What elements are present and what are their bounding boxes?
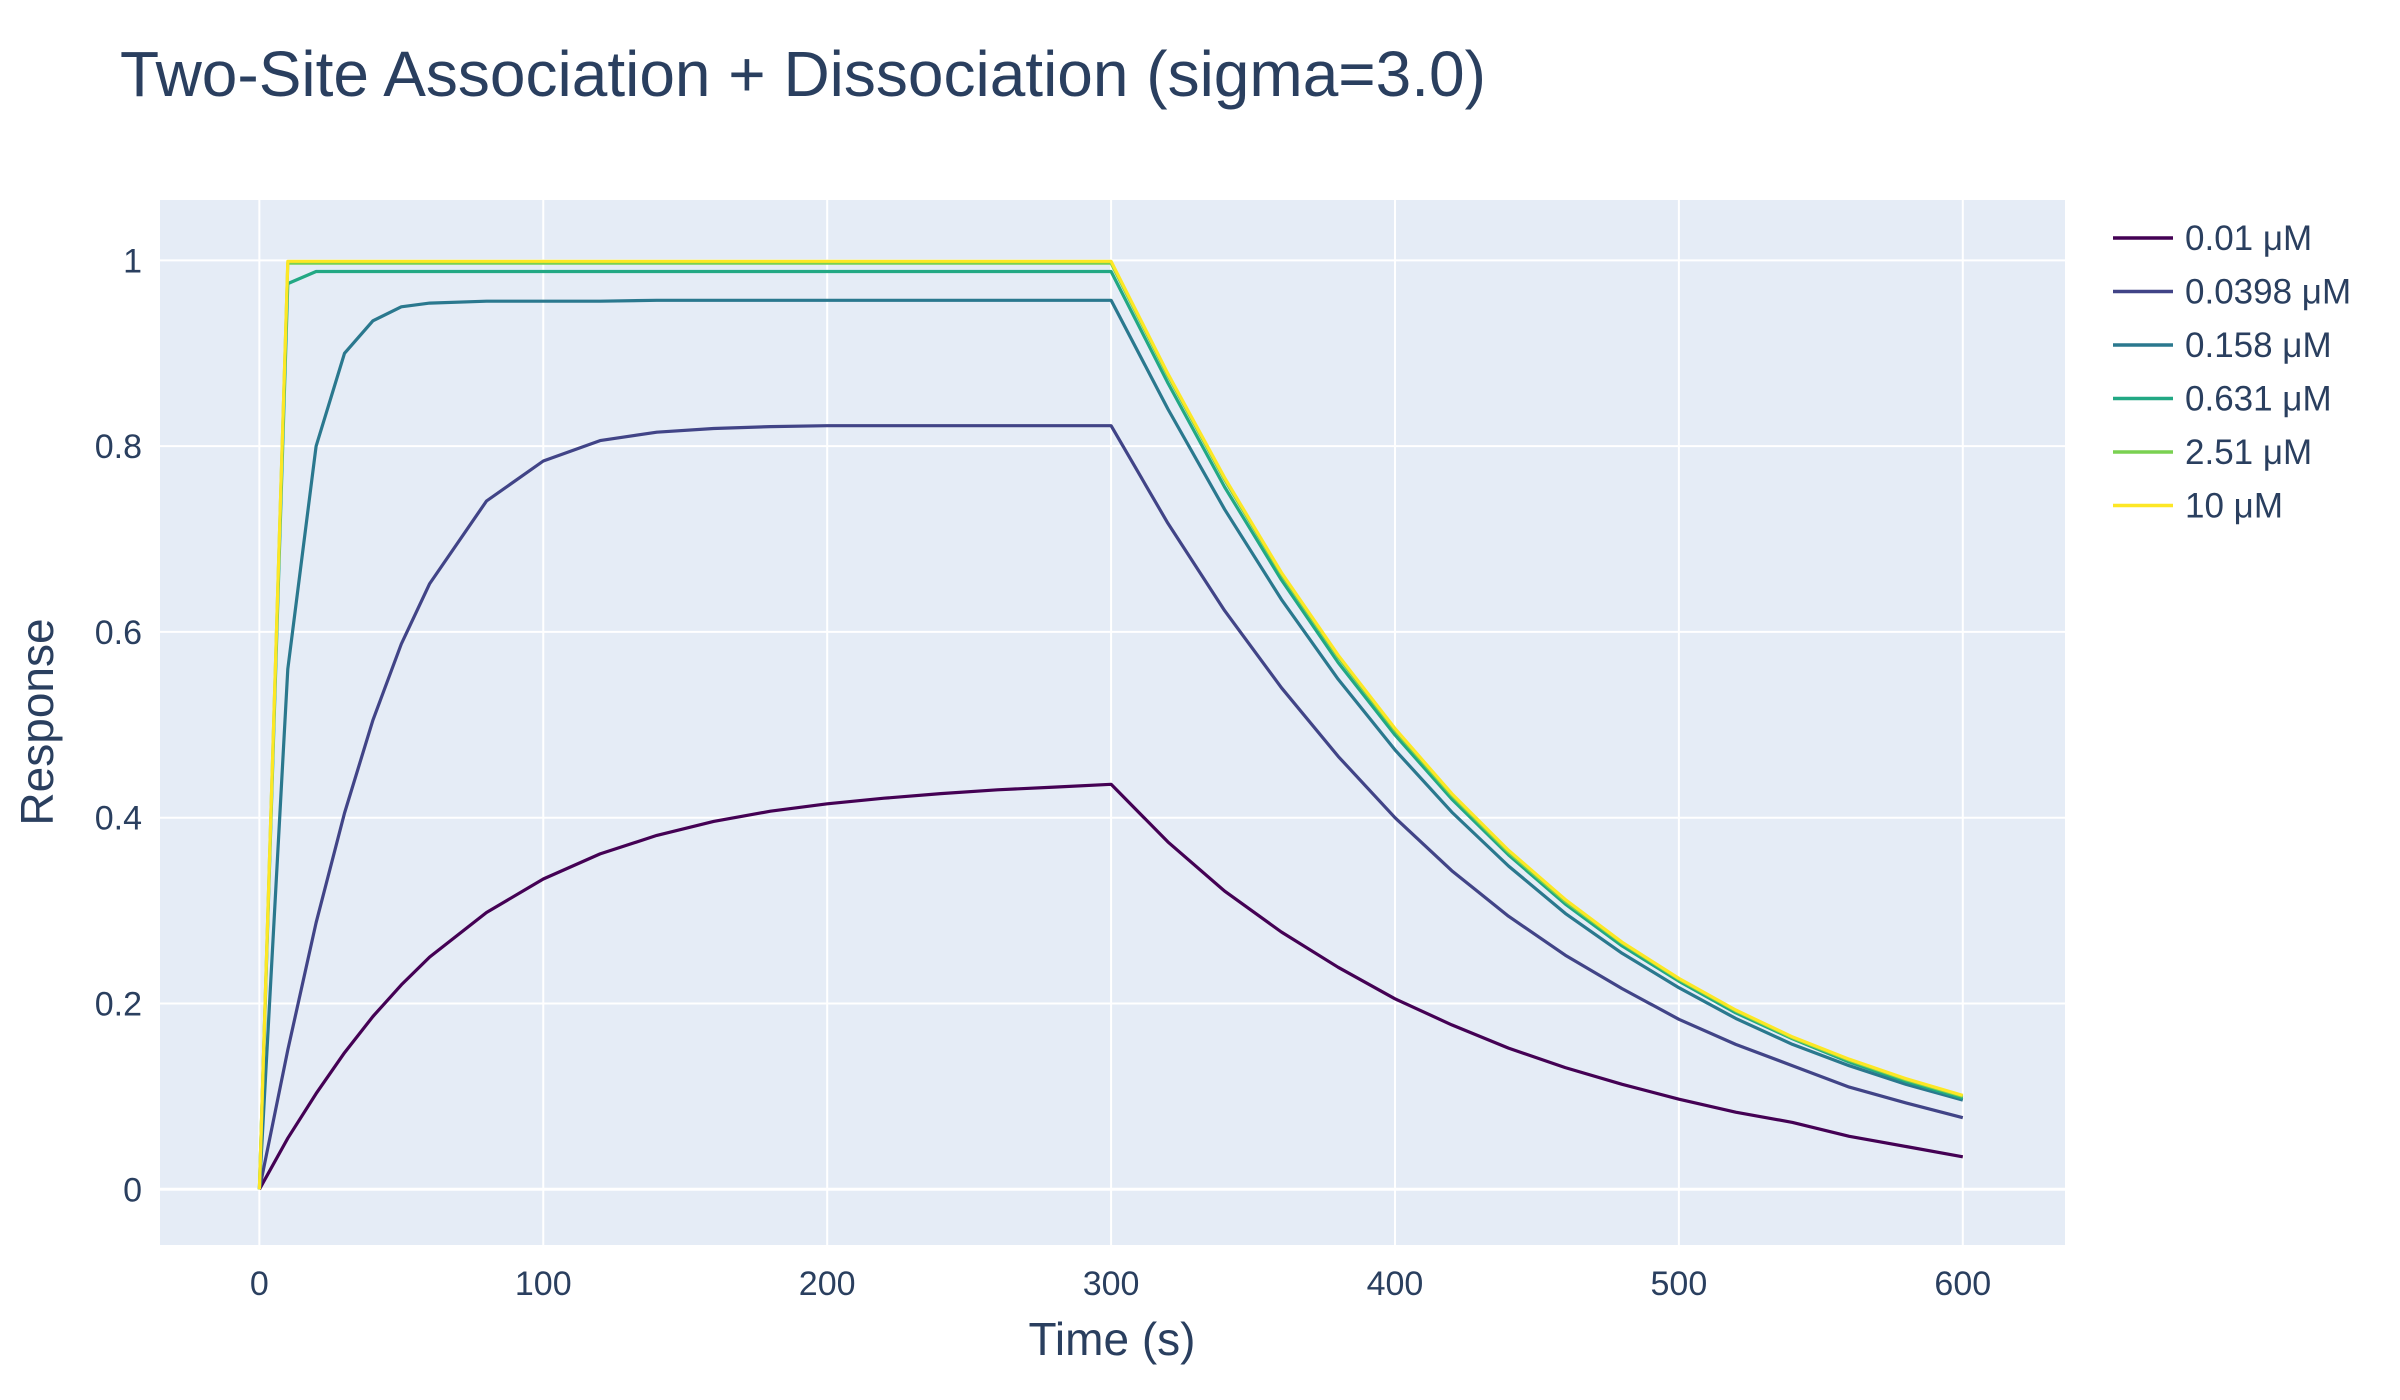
legend-item[interactable]: 0.0398 μM bbox=[2113, 273, 2351, 312]
legend-label: 0.01 μM bbox=[2185, 219, 2312, 258]
chart-title: Two-Site Association + Dissociation (sig… bbox=[120, 38, 1486, 110]
legend-item[interactable]: 0.631 μM bbox=[2113, 380, 2332, 419]
y-tick-label: 0.2 bbox=[95, 985, 142, 1023]
series-line bbox=[257, 269, 1964, 1190]
legend-item[interactable]: 2.51 μM bbox=[2113, 433, 2312, 472]
x-tick-label: 200 bbox=[799, 1265, 856, 1303]
x-tick-label: 600 bbox=[1934, 1265, 1991, 1303]
legend[interactable]: 0.01 μM 0.0398 μM 0.158 μM 0.631 μM 2.51 μM 1… bbox=[2113, 219, 2351, 526]
y-gridlines bbox=[160, 259, 2065, 1191]
x-tick-label: 500 bbox=[1651, 1265, 1708, 1303]
legend-label: 0.0398 μM bbox=[2185, 273, 2351, 312]
series-line bbox=[258, 782, 1964, 1191]
y-tick-label: 1 bbox=[123, 242, 142, 280]
x-tick-labels: 0 100 200 300 400 500 600 bbox=[250, 1265, 1991, 1303]
y-axis-title: Response bbox=[11, 618, 63, 825]
series-line bbox=[257, 424, 1964, 1190]
series-line bbox=[257, 298, 1964, 1190]
y-tick-label: 0.8 bbox=[95, 428, 142, 466]
legend-label: 2.51 μM bbox=[2185, 433, 2312, 472]
y-tick-label: 0.6 bbox=[95, 614, 142, 652]
x-gridlines bbox=[258, 200, 1964, 1245]
series-line bbox=[257, 259, 1964, 1190]
y-tick-label: 0 bbox=[123, 1171, 142, 1209]
legend-item[interactable]: 0.158 μM bbox=[2113, 326, 2332, 365]
legend-label: 0.158 μM bbox=[2185, 326, 2332, 365]
x-tick-label: 300 bbox=[1083, 1265, 1140, 1303]
legend-item[interactable]: 0.01 μM bbox=[2113, 219, 2312, 258]
plot-background bbox=[160, 200, 2065, 1245]
legend-label: 0.631 μM bbox=[2185, 380, 2332, 419]
legend-item[interactable]: 10 μM bbox=[2113, 487, 2283, 526]
x-tick-label: 400 bbox=[1367, 1265, 1424, 1303]
x-tick-label: 100 bbox=[515, 1265, 572, 1303]
y-tick-labels: 0 0.2 0.4 0.6 0.8 1 bbox=[95, 242, 142, 1209]
y-tick-label: 0.4 bbox=[95, 800, 142, 838]
x-tick-label: 0 bbox=[250, 1265, 269, 1303]
x-axis-title: Time (s) bbox=[1029, 1313, 1196, 1365]
legend-label: 10 μM bbox=[2185, 487, 2283, 526]
series-lines bbox=[257, 259, 1964, 1191]
